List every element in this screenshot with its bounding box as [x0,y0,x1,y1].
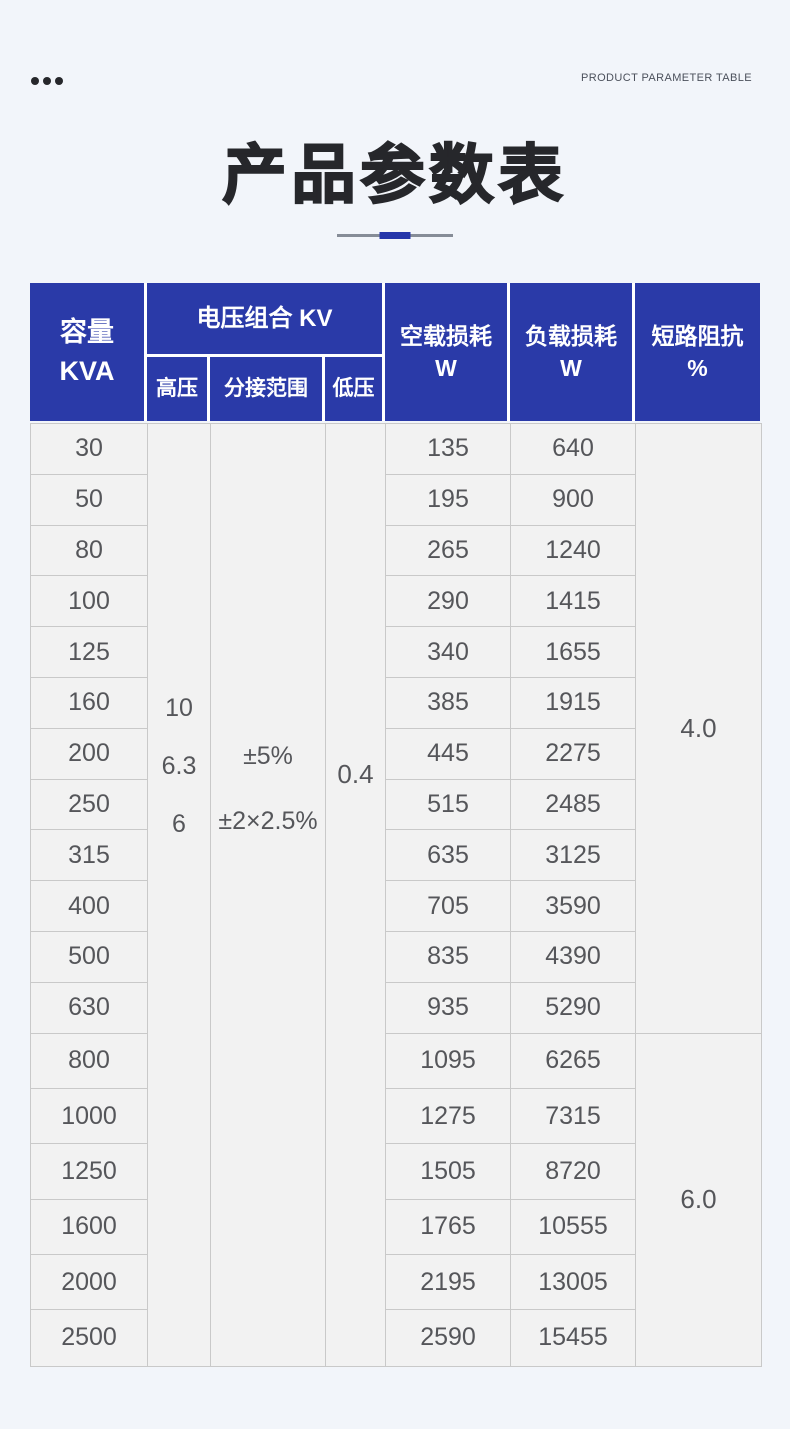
tap-range-values: ±5% ±2×2.5% [218,742,318,835]
divider-accent-bar [379,232,411,239]
no-load-loss-cell: 1505 [386,1144,511,1200]
eyebrow-label: PRODUCT PARAMETER TABLE [581,72,752,84]
three-dots-icon [31,77,63,85]
no-load-loss-cell: 2195 [386,1254,511,1311]
load-loss-cell: 15455 [511,1310,636,1366]
col-header-hv: 高压 [147,357,210,421]
load-loss-cell: 5290 [511,982,636,1034]
capacity-cell: 30 [31,424,148,475]
no-load-loss-cell: 835 [386,931,511,983]
title-divider [0,231,790,241]
hv-values: 10 6.3 6 [161,694,197,838]
load-loss-cell: 1240 [511,525,636,577]
table-header: 容量 KVA 电压组合 KV 高压 分接范围 低压 空载损耗 W 负载损耗 W [30,283,760,421]
load-loss-cell: 1415 [511,576,636,628]
capacity-cell: 250 [31,779,148,831]
no-load-loss-cell: 1095 [386,1033,511,1089]
load-loss-cell: 6265 [511,1033,636,1089]
col-header-load-loss: 负载损耗 W [510,283,635,421]
load-loss-cell: 13005 [511,1254,636,1311]
load-loss-cell: 3125 [511,830,636,882]
capacity-cell: 100 [31,576,148,628]
capacity-cell: 200 [31,728,148,780]
capacity-cell: 1600 [31,1199,148,1255]
capacity-cell: 1000 [31,1088,148,1145]
capacity-cell: 50 [31,474,148,526]
no-load-loss-cell: 340 [386,627,511,678]
load-loss-cell: 8720 [511,1144,636,1200]
load-loss-cell: 7315 [511,1088,636,1145]
no-load-loss-cell: 135 [386,424,511,475]
no-load-loss-cell: 265 [386,525,511,577]
load-loss-cell: 1655 [511,627,636,678]
capacity-cell: 2500 [31,1310,148,1366]
table-body: 10 6.3 6 ±5% ±2×2.5% 0.4 30 135 640 50 195 90… [30,423,762,1367]
no-load-loss-cell: 635 [386,830,511,882]
no-load-loss-cell: 2590 [386,1310,511,1366]
hv-merged-cell: 10 6.3 6 [148,424,211,1366]
dot-icon [43,77,51,85]
no-load-loss-cell: 290 [386,576,511,628]
no-load-loss-cell: 445 [386,728,511,780]
no-load-loss-cell: 195 [386,474,511,526]
capacity-cell: 315 [31,830,148,882]
no-load-loss-cell: 1765 [386,1199,511,1255]
load-loss-cell: 640 [511,424,636,475]
col-header-tap-range: 分接范围 [210,357,325,421]
no-load-loss-cell: 1275 [386,1088,511,1145]
capacity-cell: 2000 [31,1254,148,1311]
load-loss-cell: 4390 [511,931,636,983]
no-load-loss-cell: 935 [386,982,511,1034]
lv-value: 0.4 [337,759,374,789]
capacity-cell: 80 [31,525,148,577]
capacity-cell: 160 [31,677,148,729]
capacity-cell: 500 [31,931,148,983]
load-loss-cell: 3590 [511,881,636,932]
load-loss-cell: 2275 [511,728,636,780]
dot-icon [31,77,39,85]
impedance-cell: 6.0 [636,1033,761,1366]
capacity-cell: 400 [31,881,148,932]
col-header-impedance: 短路阻抗 % [635,283,760,421]
load-loss-cell: 2485 [511,779,636,831]
capacity-cell: 630 [31,982,148,1034]
capacity-cell: 125 [31,627,148,678]
col-header-voltage-group: 电压组合 KV [147,283,385,357]
capacity-cell: 1250 [31,1144,148,1200]
no-load-loss-cell: 705 [386,881,511,932]
capacity-cell: 800 [31,1033,148,1089]
impedance-cell: 4.0 [636,424,761,1034]
product-parameter-table: 容量 KVA 电压组合 KV 高压 分接范围 低压 空载损耗 W 负载损耗 W [30,283,762,1367]
load-loss-cell: 1915 [511,677,636,729]
page-title: 产品参数表 [222,138,568,212]
tap-range-merged-cell: ±5% ±2×2.5% [211,424,326,1366]
lv-merged-cell: 0.4 [326,424,386,1366]
dot-icon [55,77,63,85]
col-header-lv: 低压 [325,357,385,421]
no-load-loss-cell: 515 [386,779,511,831]
col-header-no-load-loss: 空载损耗 W [385,283,510,421]
col-header-capacity: 容量 KVA [30,283,147,421]
no-load-loss-cell: 385 [386,677,511,729]
load-loss-cell: 10555 [511,1199,636,1255]
load-loss-cell: 900 [511,474,636,526]
